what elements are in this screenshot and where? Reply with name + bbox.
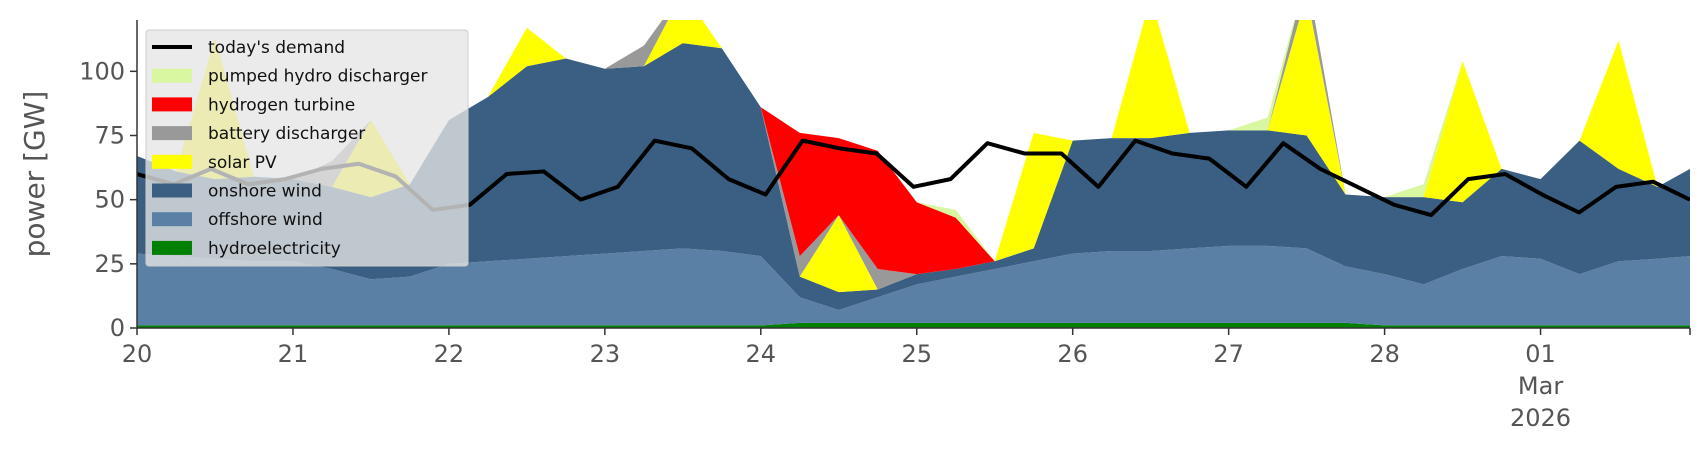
x-tick-label: 28 [1369, 340, 1400, 368]
x-tick-label: 24 [746, 340, 777, 368]
legend: today's demand pumped hydro discharger hyd… [145, 29, 469, 267]
y-axis-label: power [GW] [18, 91, 51, 258]
x-tick-label: 22 [434, 340, 465, 368]
legend-label-hydrogen-turbine: hydrogen turbine [208, 95, 355, 115]
y-tick-label: 100 [79, 57, 125, 85]
legend-swatch-pumped-hydro-discharger [152, 68, 192, 83]
x-tick-label: 23 [590, 340, 621, 368]
axes: 0 25 50 75 100 20 21 22 23 24 25 26 27 28 01 Mar 2026 [79, 20, 1691, 432]
area-offshore-wind [137, 245, 1690, 326]
legend-swatch-solar-pv [152, 154, 192, 169]
legend-label-onshore-wind: onshore wind [208, 182, 322, 202]
x-tick-label: 26 [1057, 340, 1088, 368]
y-tick-label: 75 [94, 122, 125, 150]
y-tick-label: 0 [110, 314, 125, 342]
x-tick-label: 25 [901, 340, 932, 368]
x-tick-month-label: Mar [1518, 372, 1563, 400]
area-hydrogen-turbine [137, 20, 1690, 275]
legend-swatch-onshore-wind [152, 183, 192, 198]
legend-label-solar-pv: solar PV [208, 153, 277, 173]
x-tick-label: 27 [1213, 340, 1244, 368]
x-tick-label: 01 [1525, 340, 1556, 368]
legend-label-today-s-demand: today's demand [208, 38, 345, 58]
y-tick-label: 25 [94, 250, 125, 278]
area-hydroelectricity [137, 322, 1690, 328]
legend-swatch-hydrogen-turbine [152, 97, 192, 112]
x-tick-label: 20 [122, 340, 153, 368]
legend-box [145, 29, 469, 267]
stacked-areas [137, 20, 1690, 328]
legend-swatch-hydroelectricity [152, 240, 192, 255]
legend-label-pumped-hydro-discharger: pumped hydro discharger [208, 67, 427, 87]
legend-label-offshore-wind: offshore wind [208, 210, 323, 230]
x-tick-year-label: 2026 [1510, 404, 1571, 432]
legend-swatch-battery-discharger [152, 126, 192, 141]
legend-label-hydroelectricity: hydroelectricity [208, 239, 341, 259]
y-tick-label: 50 [94, 186, 125, 214]
x-tick-label: 21 [278, 340, 309, 368]
area-solar-pv [137, 20, 1690, 293]
area-onshore-wind [137, 43, 1690, 311]
legend-label-battery-discharger: battery discharger [208, 124, 365, 144]
legend-swatch-offshore-wind [152, 212, 192, 227]
